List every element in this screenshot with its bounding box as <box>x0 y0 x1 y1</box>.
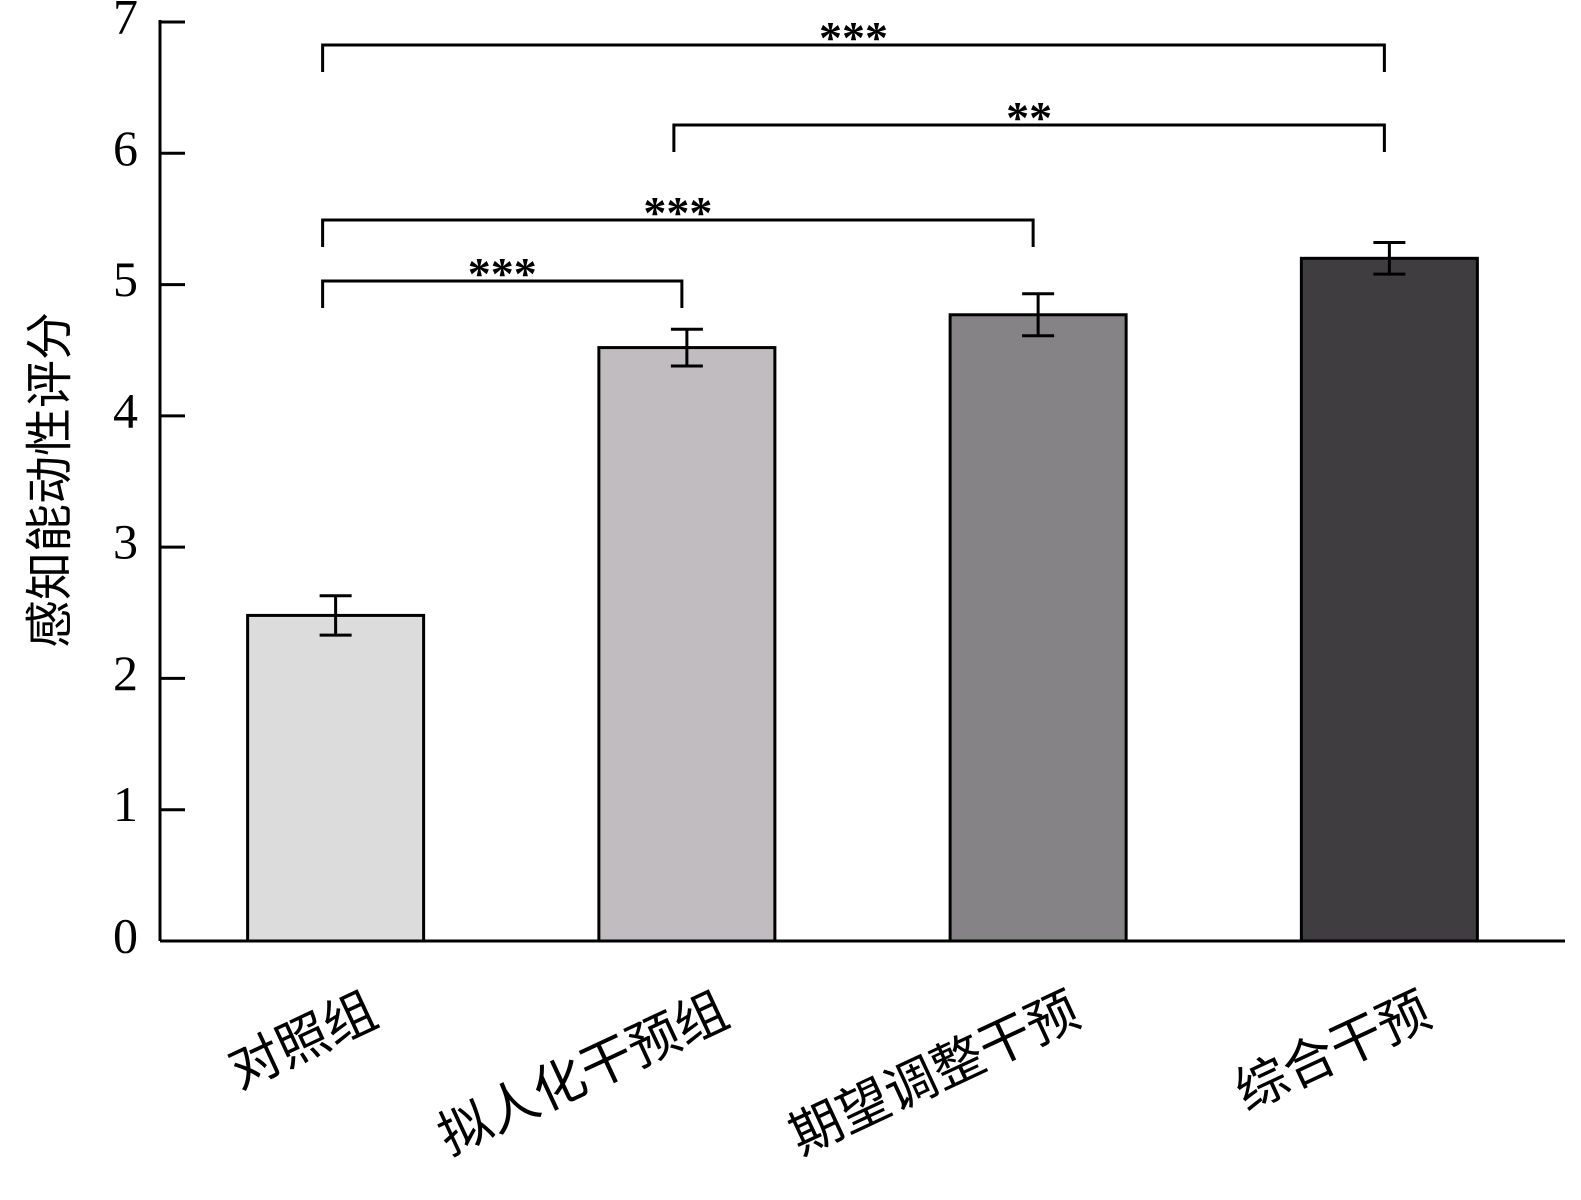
y-tick-label: 4 <box>113 382 138 438</box>
x-tick-label: 综合干预 <box>1227 983 1440 1123</box>
x-tick-label: 对照组 <box>220 983 385 1101</box>
bar <box>1299 256 1479 943</box>
y-tick-label: 5 <box>113 251 138 307</box>
y-axis-label: 感知能动性评分 <box>24 312 77 648</box>
significance-bracket <box>321 279 684 308</box>
y-tick-label: 3 <box>113 514 138 570</box>
significance-label: *** <box>468 248 537 299</box>
significance-label: *** <box>643 187 712 238</box>
y-tick-label: 1 <box>113 776 138 832</box>
error-bar <box>1373 241 1406 276</box>
y-tick-label: 0 <box>113 907 138 963</box>
bar <box>597 346 777 943</box>
significance-label: ** <box>1006 92 1052 143</box>
y-tick-label: 2 <box>113 645 138 701</box>
x-tick-label: 拟人化干预组 <box>430 983 737 1167</box>
bar <box>246 613 426 943</box>
significance-bracket <box>321 218 1035 247</box>
significance-bracket <box>321 43 1386 72</box>
y-tick-label: 7 <box>113 0 138 44</box>
significance-bracket <box>672 123 1386 152</box>
x-tick-label: 期望调整干预 <box>782 983 1089 1167</box>
error-bar <box>319 594 352 637</box>
significance-label: *** <box>819 12 888 63</box>
error-bar <box>670 327 703 368</box>
bar <box>948 313 1128 943</box>
error-bar <box>1022 292 1055 338</box>
y-tick-label: 6 <box>113 120 138 176</box>
